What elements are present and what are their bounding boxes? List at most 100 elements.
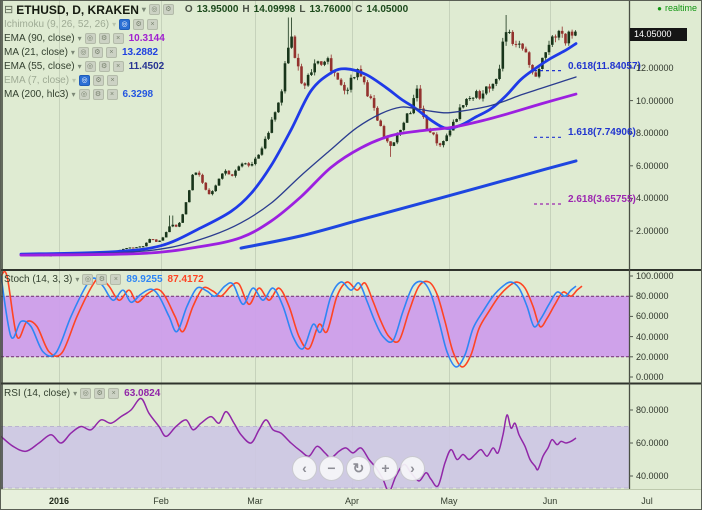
close-icon[interactable]: × — [107, 75, 119, 86]
candle-body — [224, 170, 227, 174]
candle-body — [356, 69, 359, 78]
eye-icon[interactable]: ◎ — [148, 4, 160, 15]
indicator-value: 13.2882 — [121, 47, 159, 58]
legend-row-ma200: MA (200, hlc3) ▾ ◎ ⚙ × 6.3298 — [4, 88, 153, 101]
indicator-label[interactable]: EMA (90, close) — [4, 33, 75, 44]
close-icon[interactable]: × — [105, 47, 117, 58]
time-axis-label: Mar — [247, 496, 263, 506]
axis-tick-label: 80.0000 — [636, 291, 669, 302]
chevron-down-icon[interactable]: ▾ — [77, 34, 82, 43]
gear-icon[interactable]: ⚙ — [98, 61, 110, 72]
axis-tick-label: 10.00000 — [636, 95, 674, 106]
chevron-down-icon[interactable]: ▾ — [70, 48, 75, 57]
close-icon[interactable]: × — [147, 19, 159, 30]
candle-body — [369, 96, 373, 99]
candle-body — [171, 224, 175, 227]
gear-icon[interactable]: ⚙ — [91, 47, 103, 58]
candle-body — [250, 164, 254, 166]
candle-body — [191, 174, 194, 191]
candle-body — [293, 36, 297, 58]
indicator-label[interactable]: EMA (55, close) — [4, 61, 75, 72]
candle-body — [570, 31, 574, 36]
price-axis[interactable]: 12.00000 10.00000 8.00000 6.00000 4.00000 2.0… — [629, 1, 701, 489]
eye-icon[interactable]: ◎ — [80, 388, 92, 399]
indicator-label[interactable]: RSI (14, close) — [4, 388, 71, 399]
fib-level-label[interactable]: 1.618(7.74906) — [568, 127, 636, 139]
candle-body — [442, 141, 445, 146]
candle-body — [273, 112, 277, 120]
close-icon[interactable]: × — [110, 274, 122, 285]
candle-body — [201, 174, 204, 183]
fib-level-label[interactable]: 2.618(3.65755) — [568, 193, 636, 205]
candle-body — [300, 66, 303, 84]
candle-body — [379, 120, 382, 127]
gear-icon[interactable]: ⚙ — [98, 33, 110, 44]
eye-icon[interactable]: ◎ — [79, 75, 91, 86]
candle-body — [263, 138, 267, 149]
close-icon[interactable]: × — [106, 89, 118, 100]
gear-icon[interactable]: ⚙ — [96, 274, 108, 285]
scroll-left-button[interactable]: ‹ — [292, 456, 317, 481]
scroll-right-button[interactable]: › — [400, 456, 425, 481]
eye-icon[interactable]: ◎ — [84, 33, 96, 44]
stoch-d-value: 87.4172 — [167, 274, 204, 285]
close-icon[interactable]: × — [108, 388, 120, 399]
candle-body — [415, 88, 419, 99]
stoch-k-line — [1, 275, 577, 368]
candle-body — [277, 102, 280, 113]
zoom-out-button[interactable]: − — [319, 456, 344, 481]
zoom-in-button[interactable]: + — [373, 456, 398, 481]
indicator-label[interactable]: EMA (7, close) — [4, 75, 70, 86]
eye-icon[interactable]: ◎ — [82, 274, 94, 285]
candle-body — [181, 214, 184, 223]
candle-body — [164, 232, 168, 238]
reset-view-button[interactable]: ↻ — [346, 456, 371, 481]
fib-level-label[interactable]: 0.618(11.84057) — [568, 60, 641, 72]
candle-body — [518, 43, 521, 45]
candle-body — [254, 158, 257, 165]
close-icon[interactable]: × — [112, 61, 124, 72]
eye-icon[interactable]: ◎ — [119, 19, 131, 30]
close-value: 14.05000 — [366, 4, 409, 15]
indicator-label[interactable]: MA (200, hlc3) — [4, 89, 69, 100]
eye-icon[interactable]: ◎ — [84, 61, 96, 72]
rsi-band — [1, 426, 629, 488]
realtime-status: ● realtime — [657, 3, 697, 13]
chevron-down-icon[interactable]: ▾ — [71, 90, 76, 99]
gear-icon[interactable]: ⚙ — [94, 388, 106, 399]
eye-icon[interactable]: ◎ — [78, 89, 90, 100]
stoch-k-value: 89.9255 — [126, 274, 163, 285]
chevron-down-icon[interactable]: ▾ — [75, 275, 80, 284]
gear-icon[interactable]: ⚙ — [92, 89, 104, 100]
chevron-down-icon[interactable]: ▾ — [72, 76, 77, 85]
gear-icon[interactable]: ⚙ — [93, 75, 105, 86]
candle-body — [557, 30, 561, 38]
candle-body — [504, 32, 508, 42]
indicator-label[interactable]: Ichimoku (9, 26, 52, 26) — [4, 19, 110, 30]
close-icon[interactable]: × — [112, 33, 124, 44]
chevron-down-icon[interactable]: ▾ — [141, 5, 146, 14]
candle-body — [138, 246, 142, 248]
candle-body — [468, 98, 472, 100]
candle-body — [230, 174, 234, 176]
symbol-title[interactable]: ETHUSD, D, KRAKEN — [16, 2, 139, 17]
chevron-down-icon[interactable]: ▾ — [73, 389, 78, 398]
candle-body — [329, 58, 333, 72]
candle-body — [287, 47, 290, 64]
indicator-label[interactable]: MA (21, close) — [4, 47, 68, 58]
chevron-down-icon[interactable]: ▾ — [77, 62, 82, 71]
time-axis[interactable]: 2016 Feb Mar Apr May Jun Jul — [1, 489, 701, 509]
chevron-down-icon[interactable]: ▾ — [112, 20, 117, 29]
gear-icon[interactable]: ⚙ — [133, 19, 145, 30]
candle-body — [475, 91, 478, 98]
candle-body — [303, 83, 307, 86]
candle-body — [485, 86, 488, 94]
candle-body — [448, 130, 452, 136]
indicator-label[interactable]: Stoch (14, 3, 3) — [4, 274, 73, 285]
collapse-icon[interactable]: ⊟ — [4, 4, 14, 16]
candle-body — [204, 182, 208, 190]
gear-icon[interactable]: ⚙ — [162, 4, 174, 15]
candle-body — [409, 113, 412, 115]
eye-icon[interactable]: ◎ — [77, 47, 89, 58]
